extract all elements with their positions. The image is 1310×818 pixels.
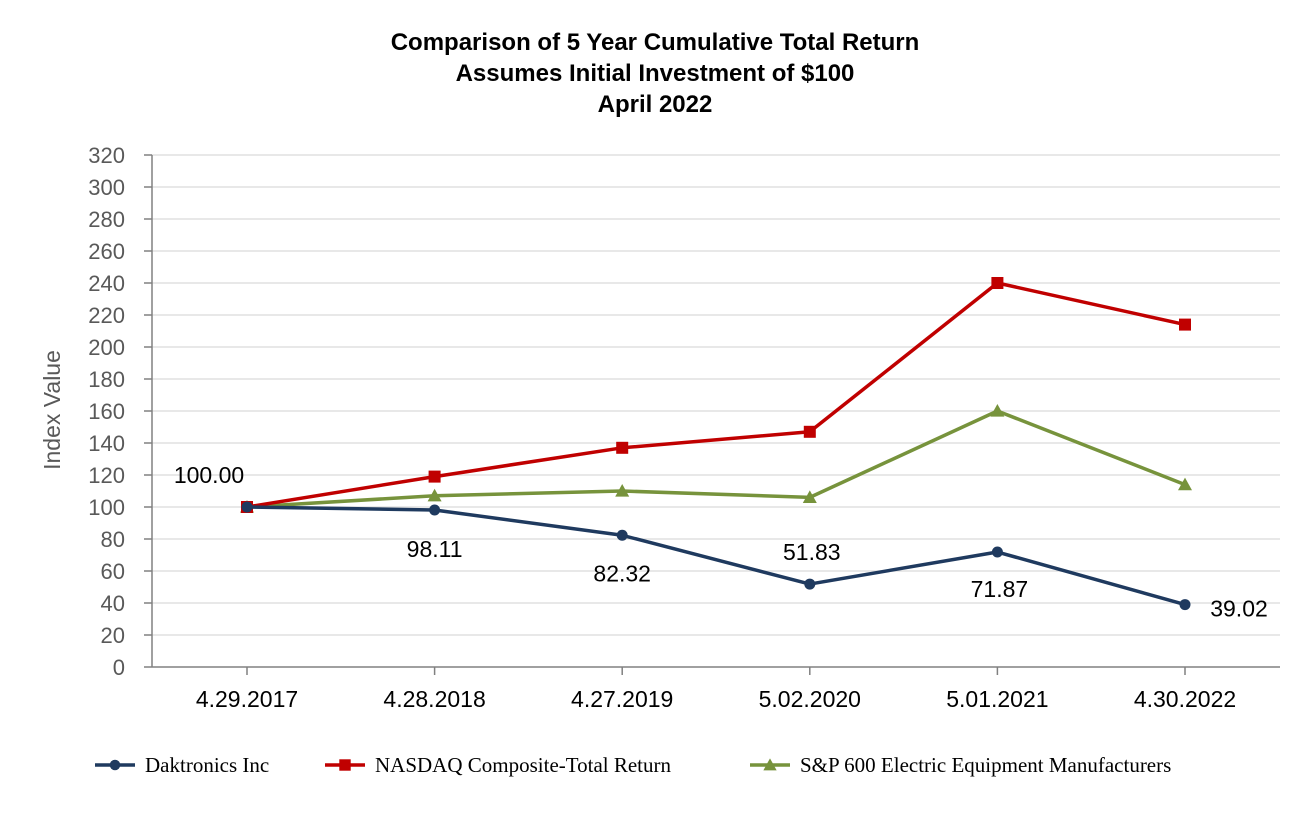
legend-item: S&P 600 Electric Equipment Manufacturers: [750, 753, 1171, 777]
legend: Daktronics Inc NASDAQ Composite-Total Ret…: [95, 753, 1171, 777]
y-axis-label: Index Value: [39, 350, 65, 470]
y-tick-label: 200: [88, 335, 125, 360]
y-tick-label: 180: [88, 367, 125, 392]
data-point: [427, 488, 442, 502]
data-labels: 100.00 98.11 82.32 51.83 71.87 39.02: [174, 462, 1268, 622]
data-label: 71.87: [971, 576, 1029, 602]
y-tick-label: 280: [88, 207, 125, 232]
legend-item: Daktronics Inc: [95, 753, 269, 777]
legend-label: NASDAQ Composite-Total Return: [375, 753, 672, 777]
y-tick-label: 100: [88, 495, 125, 520]
legend-label: S&P 600 Electric Equipment Manufacturers: [800, 753, 1171, 777]
series-line: [246, 409, 1186, 509]
y-tick-label: 120: [88, 463, 125, 488]
series-daktronics-inc: [241, 501, 1191, 611]
data-point: [803, 425, 816, 438]
data-point: [241, 501, 253, 513]
x-tick-label: 4.27.2019: [571, 686, 673, 712]
data-point: [991, 546, 1003, 558]
series-line: [246, 505, 1186, 607]
data-point: [1179, 599, 1191, 611]
data-label: 39.02: [1210, 596, 1268, 622]
data-point: [802, 490, 817, 503]
y-tick-label: 260: [88, 239, 125, 264]
legend-marker: [339, 759, 351, 771]
title-line: Assumes Initial Investment of $100: [456, 60, 855, 87]
title-line: April 2022: [598, 91, 713, 118]
data-point: [616, 529, 628, 541]
data-point: [804, 578, 816, 590]
y-tick-label: 0: [113, 655, 125, 680]
x-tick-label: 4.29.2017: [196, 686, 298, 712]
data-point: [1178, 477, 1192, 491]
gridlines: [152, 154, 1280, 636]
data-point: [428, 470, 441, 483]
data-label: 51.83: [783, 539, 841, 565]
series: [240, 277, 1192, 611]
x-tick-label: 5.01.2021: [946, 686, 1048, 712]
y-tick-label: 160: [88, 399, 125, 424]
y-tick-label: 220: [88, 303, 125, 328]
legend-marker: [109, 759, 121, 771]
y-tick-label: 320: [88, 143, 125, 168]
series-line: [246, 281, 1186, 509]
y-tick-label: 40: [101, 591, 125, 616]
data-point: [1179, 318, 1191, 331]
y-tick-label: 20: [101, 623, 125, 648]
data-point: [991, 277, 1004, 289]
data-point: [990, 404, 1005, 417]
x-tick-label: 4.28.2018: [383, 686, 485, 712]
y-tick-label: 240: [88, 271, 125, 296]
axes: [144, 154, 1280, 675]
data-point: [615, 484, 630, 497]
series-s-p-600-electric-equipment-manufacturers: [240, 404, 1192, 513]
y-tick-labels: 0 20 40 60 80 100 120 140 160 180 200 220 240 260 280 3…: [88, 143, 125, 680]
x-tick-label: 4.30.2022: [1134, 686, 1236, 712]
legend-item: NASDAQ Composite-Total Return: [325, 753, 672, 777]
x-tick-label: 5.02.2020: [759, 686, 861, 712]
data-label: 98.11: [407, 536, 463, 562]
legend-label: Daktronics Inc: [145, 753, 269, 777]
data-point: [429, 504, 441, 516]
legend-marker: [763, 758, 777, 771]
y-tick-label: 60: [101, 559, 125, 584]
chart-title: Comparison of 5 Year Cumulative Total Re…: [391, 29, 920, 118]
y-tick-label: 300: [88, 175, 125, 200]
data-label: 100.00: [174, 462, 244, 488]
data-label: 82.32: [593, 560, 651, 586]
title-line: Comparison of 5 Year Cumulative Total Re…: [391, 29, 920, 56]
series-nasdaq-composite-total-return: [241, 277, 1191, 513]
x-tick-labels: 4.29.2017 4.28.2018 4.27.2019 5.02.2020 5.01…: [196, 686, 1236, 712]
y-tick-label: 140: [88, 431, 125, 456]
data-point: [616, 441, 629, 454]
y-tick-label: 80: [101, 527, 125, 552]
